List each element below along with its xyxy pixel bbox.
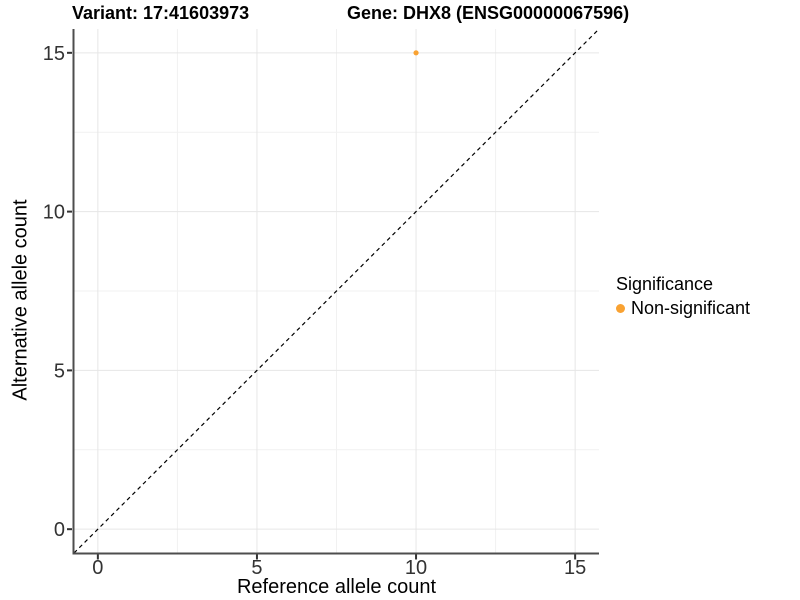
legend-item-label: Non-significant	[631, 297, 751, 318]
legend-items: Non-significant	[616, 298, 750, 318]
y-tick-label: 10	[43, 202, 65, 224]
y-tick-label: 0	[54, 519, 65, 541]
legend-title: Significance	[616, 274, 714, 294]
x-axis-title: Reference allele count	[236, 576, 436, 598]
x-tick-label: 15	[564, 557, 586, 579]
y-axis-title: Alternative allele count	[9, 199, 32, 401]
x-tick-label: 0	[92, 557, 103, 579]
x-tick-label: 10	[405, 557, 427, 579]
y-tick-label: 15	[43, 43, 65, 65]
identity-reference-line	[73, 28, 600, 554]
legend-item: Non-significant	[616, 298, 750, 318]
x-tick-label: 5	[251, 557, 262, 579]
legend: Significance Non-significant	[616, 274, 750, 318]
legend-point-icon	[616, 303, 625, 313]
plot-title-variant: Variant: 17:41603973	[72, 3, 250, 23]
y-tick-label: 5	[54, 360, 65, 382]
plot-title-gene: Gene: DHX8 (ENSG00000067596)	[347, 3, 630, 23]
data-point	[413, 50, 419, 56]
